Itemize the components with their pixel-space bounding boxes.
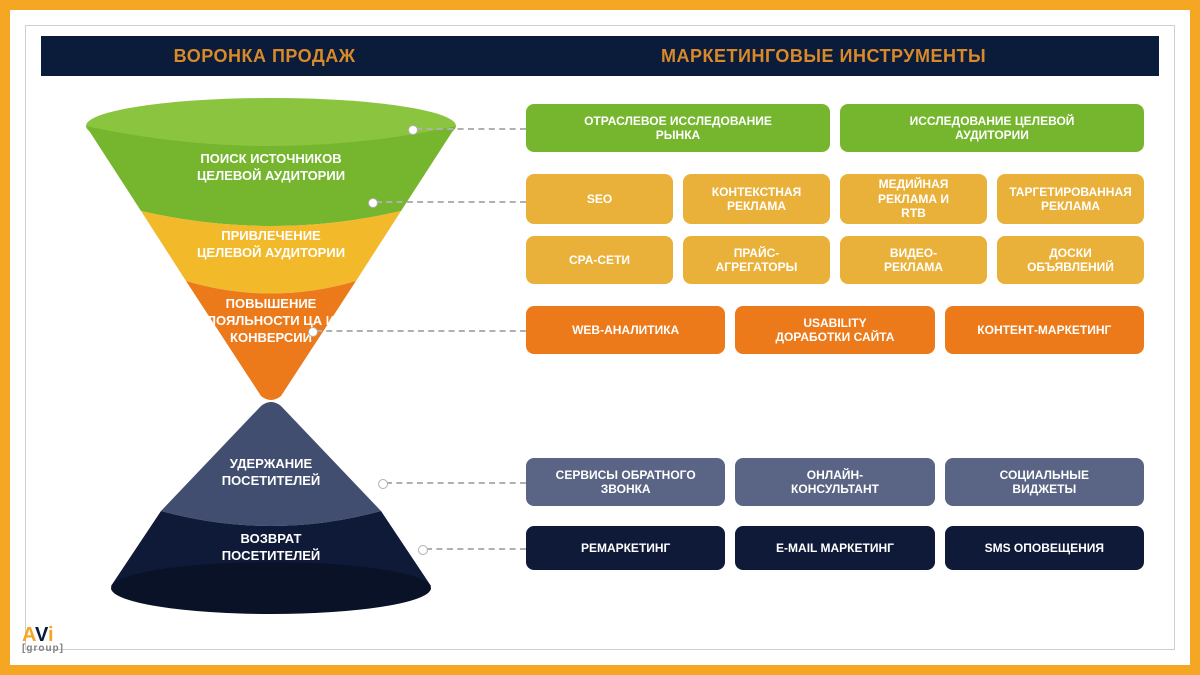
tool-box: SEO — [526, 174, 673, 224]
tool-box: ПРАЙС-АГРЕГАТОРЫ — [683, 236, 830, 284]
connector-4 — [426, 548, 526, 550]
tool-box: USABILITYДОРАБОТКИ САЙТА — [735, 306, 934, 354]
tool-row-4: СЕРВИСЫ ОБРАТНОГОЗВОНКАОНЛАЙН-КОНСУЛЬТАН… — [526, 458, 1144, 506]
funnel-stage-3-label: ПОВЫШЕНИЕЛОЯЛЬНОСТИ ЦА ИКОНВЕРСИИ — [141, 296, 401, 347]
tool-box: SMS ОПОВЕЩЕНИЯ — [945, 526, 1144, 570]
logo: AVi [group] — [22, 626, 64, 653]
funnel-area: ПОИСК ИСТОЧНИКОВЦЕЛЕВОЙ АУДИТОРИИ ПРИВЛЕ… — [71, 96, 471, 636]
tool-box: МЕДИЙНАЯРЕКЛАМА ИRTB — [840, 174, 987, 224]
tool-box: КОНТЕКСТНАЯРЕКЛАМА — [683, 174, 830, 224]
outer-frame: ВОРОНКА ПРОДАЖ МАРКЕТИНГОВЫЕ ИНСТРУМЕНТЫ — [0, 0, 1200, 675]
tool-box: ОНЛАЙН-КОНСУЛЬТАНТ — [735, 458, 934, 506]
tool-box: СОЦИАЛЬНЫЕВИДЖЕТЫ — [945, 458, 1144, 506]
connector-1 — [376, 201, 526, 203]
tool-box: CPA-СЕТИ — [526, 236, 673, 284]
tool-box: E-MAIL МАРКЕТИНГ — [735, 526, 934, 570]
header-bar: ВОРОНКА ПРОДАЖ МАРКЕТИНГОВЫЕ ИНСТРУМЕНТЫ — [41, 36, 1159, 76]
tool-box: КОНТЕНТ-МАРКЕТИНГ — [945, 306, 1144, 354]
tool-row-2: CPA-СЕТИПРАЙС-АГРЕГАТОРЫВИДЕО-РЕКЛАМАДОС… — [526, 236, 1144, 284]
inner-frame: ВОРОНКА ПРОДАЖ МАРКЕТИНГОВЫЕ ИНСТРУМЕНТЫ — [25, 25, 1175, 650]
header-right: МАРКЕТИНГОВЫЕ ИНСТРУМЕНТЫ — [488, 36, 1159, 76]
tool-row-3: WEB-АНАЛИТИКАUSABILITYДОРАБОТКИ САЙТАКОН… — [526, 306, 1144, 354]
tool-box: СЕРВИСЫ ОБРАТНОГОЗВОНКА — [526, 458, 725, 506]
logo-sub: [group] — [22, 644, 64, 653]
tool-box: ОТРАСЛЕВОЕ ИССЛЕДОВАНИЕРЫНКА — [526, 104, 830, 152]
tool-box: ВИДЕО-РЕКЛАМА — [840, 236, 987, 284]
tool-box: WEB-АНАЛИТИКА — [526, 306, 725, 354]
tool-box: ТАРГЕТИРОВАННАЯРЕКЛАМА — [997, 174, 1144, 224]
tool-box: ИССЛЕДОВАНИЕ ЦЕЛЕВОЙАУДИТОРИИ — [840, 104, 1144, 152]
tool-box: ДОСКИОБЪЯВЛЕНИЙ — [997, 236, 1144, 284]
header-left: ВОРОНКА ПРОДАЖ — [41, 36, 488, 76]
tool-row-1: SEOКОНТЕКСТНАЯРЕКЛАМАМЕДИЙНАЯРЕКЛАМА ИRT… — [526, 174, 1144, 224]
funnel-stage-2-label: ПРИВЛЕЧЕНИЕЦЕЛЕВОЙ АУДИТОРИИ — [141, 228, 401, 262]
funnel-stage-1-label: ПОИСК ИСТОЧНИКОВЦЕЛЕВОЙ АУДИТОРИИ — [141, 151, 401, 185]
connector-0 — [416, 128, 526, 130]
funnel-stage-5-label: ВОЗВРАТПОСЕТИТЕЛЕЙ — [141, 531, 401, 565]
connector-3 — [386, 482, 526, 484]
tool-box: РЕМАРКЕТИНГ — [526, 526, 725, 570]
tool-row-5: РЕМАРКЕТИНГE-MAIL МАРКЕТИНГSMS ОПОВЕЩЕНИ… — [526, 526, 1144, 570]
connector-2 — [316, 330, 526, 332]
funnel-stage-4-label: УДЕРЖАНИЕПОСЕТИТЕЛЕЙ — [141, 456, 401, 490]
tool-row-0: ОТРАСЛЕВОЕ ИССЛЕДОВАНИЕРЫНКАИССЛЕДОВАНИЕ… — [526, 104, 1144, 152]
tools-area: ОТРАСЛЕВОЕ ИССЛЕДОВАНИЕРЫНКАИССЛЕДОВАНИЕ… — [526, 96, 1144, 636]
